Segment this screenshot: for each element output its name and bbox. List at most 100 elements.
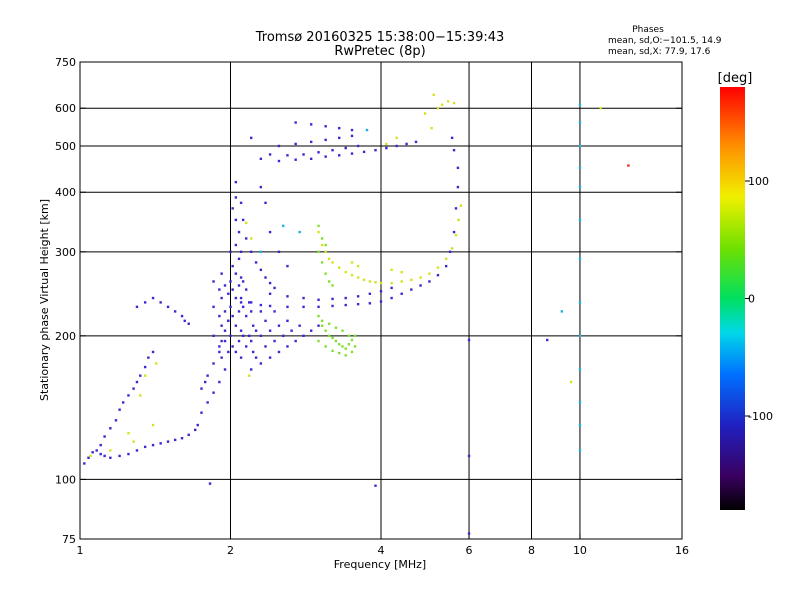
data-point [452,101,456,105]
data-point [317,339,320,343]
data-point [331,284,334,287]
data-point [268,153,272,156]
data-point [467,532,471,535]
colorbar-tick-label: -100 [748,410,773,423]
x-tick-label: 6 [466,544,473,557]
data-point [227,350,230,354]
data-point [234,296,238,300]
data-point [324,329,327,332]
data-point [245,345,248,348]
x-tick-label: 8 [528,544,535,557]
y-tick-label: 600 [55,102,76,115]
data-point [338,343,341,346]
data-point [121,401,125,404]
data-point [245,221,248,225]
y-tick-label: 200 [55,330,76,343]
data-point [317,250,320,254]
data-point [99,443,102,447]
data-point [218,380,221,384]
data-point [317,151,320,154]
data-point [143,445,147,449]
plot-area: 1 2 4 6 8 10 16 75 100 200 300 400 500 600 750 [55,56,689,557]
data-point [327,280,331,283]
data-point [249,301,253,304]
data-point [344,354,347,357]
colorbar-ticks: 100 0 -100 [745,175,773,423]
data-point [212,305,215,309]
data-point [338,126,341,130]
data-point [241,334,245,338]
data-point [239,250,243,254]
data-point [206,401,209,404]
data-point [444,257,448,261]
data-point [231,345,234,348]
data-point [320,237,324,240]
y-tick-label: 300 [55,246,76,259]
data-point [331,349,334,353]
data-point [356,144,360,148]
data-point [338,351,341,355]
data-point [344,296,347,300]
data-point [286,264,289,268]
data-point [83,462,86,465]
data-point [317,305,320,309]
data-point [151,350,155,354]
data-point [302,296,305,300]
data-point [212,280,215,283]
data-point [294,121,297,124]
data-point [91,451,94,454]
data-point [578,103,582,107]
data-point [249,310,253,313]
data-point [350,128,354,132]
data-point [390,296,393,300]
data-point [395,136,398,140]
data-point [132,440,135,443]
data-point [436,107,440,110]
data-point [220,324,223,327]
data-point [109,456,112,459]
data-point [249,250,253,254]
data-point [309,329,313,332]
data-point [282,224,285,228]
data-point [254,261,258,264]
data-point [356,295,360,298]
data-point [302,334,305,338]
data-point [578,257,582,261]
data-point [187,322,190,325]
data-point [223,310,227,313]
data-point [89,454,92,458]
colorbar: [deg] 100 0 -100 [718,71,773,510]
data-point [143,374,147,377]
data-point [180,314,184,318]
data-point [320,261,324,264]
data-point [259,268,263,272]
data-point [239,296,243,300]
data-point [432,93,435,97]
data-point [95,449,98,452]
data-point [368,280,372,283]
data-point [231,207,234,210]
data-point [356,302,360,306]
data-point [578,144,582,148]
data-point [317,314,320,318]
data-point [320,324,324,327]
data-point [324,345,327,348]
data-point [200,411,203,414]
echo-points [83,93,630,535]
data-point [294,142,297,146]
data-point [324,125,327,128]
data-point [277,159,281,163]
data-point [448,250,452,254]
data-point [320,243,324,247]
data-point [428,272,431,275]
data-point [436,266,440,269]
data-point [356,276,360,279]
data-point [331,304,334,308]
data-point [114,419,118,422]
data-point [578,185,582,189]
data-point [259,362,263,365]
data-point [350,338,354,342]
data-point [459,204,463,207]
data-point [286,295,289,298]
data-point [259,334,263,338]
